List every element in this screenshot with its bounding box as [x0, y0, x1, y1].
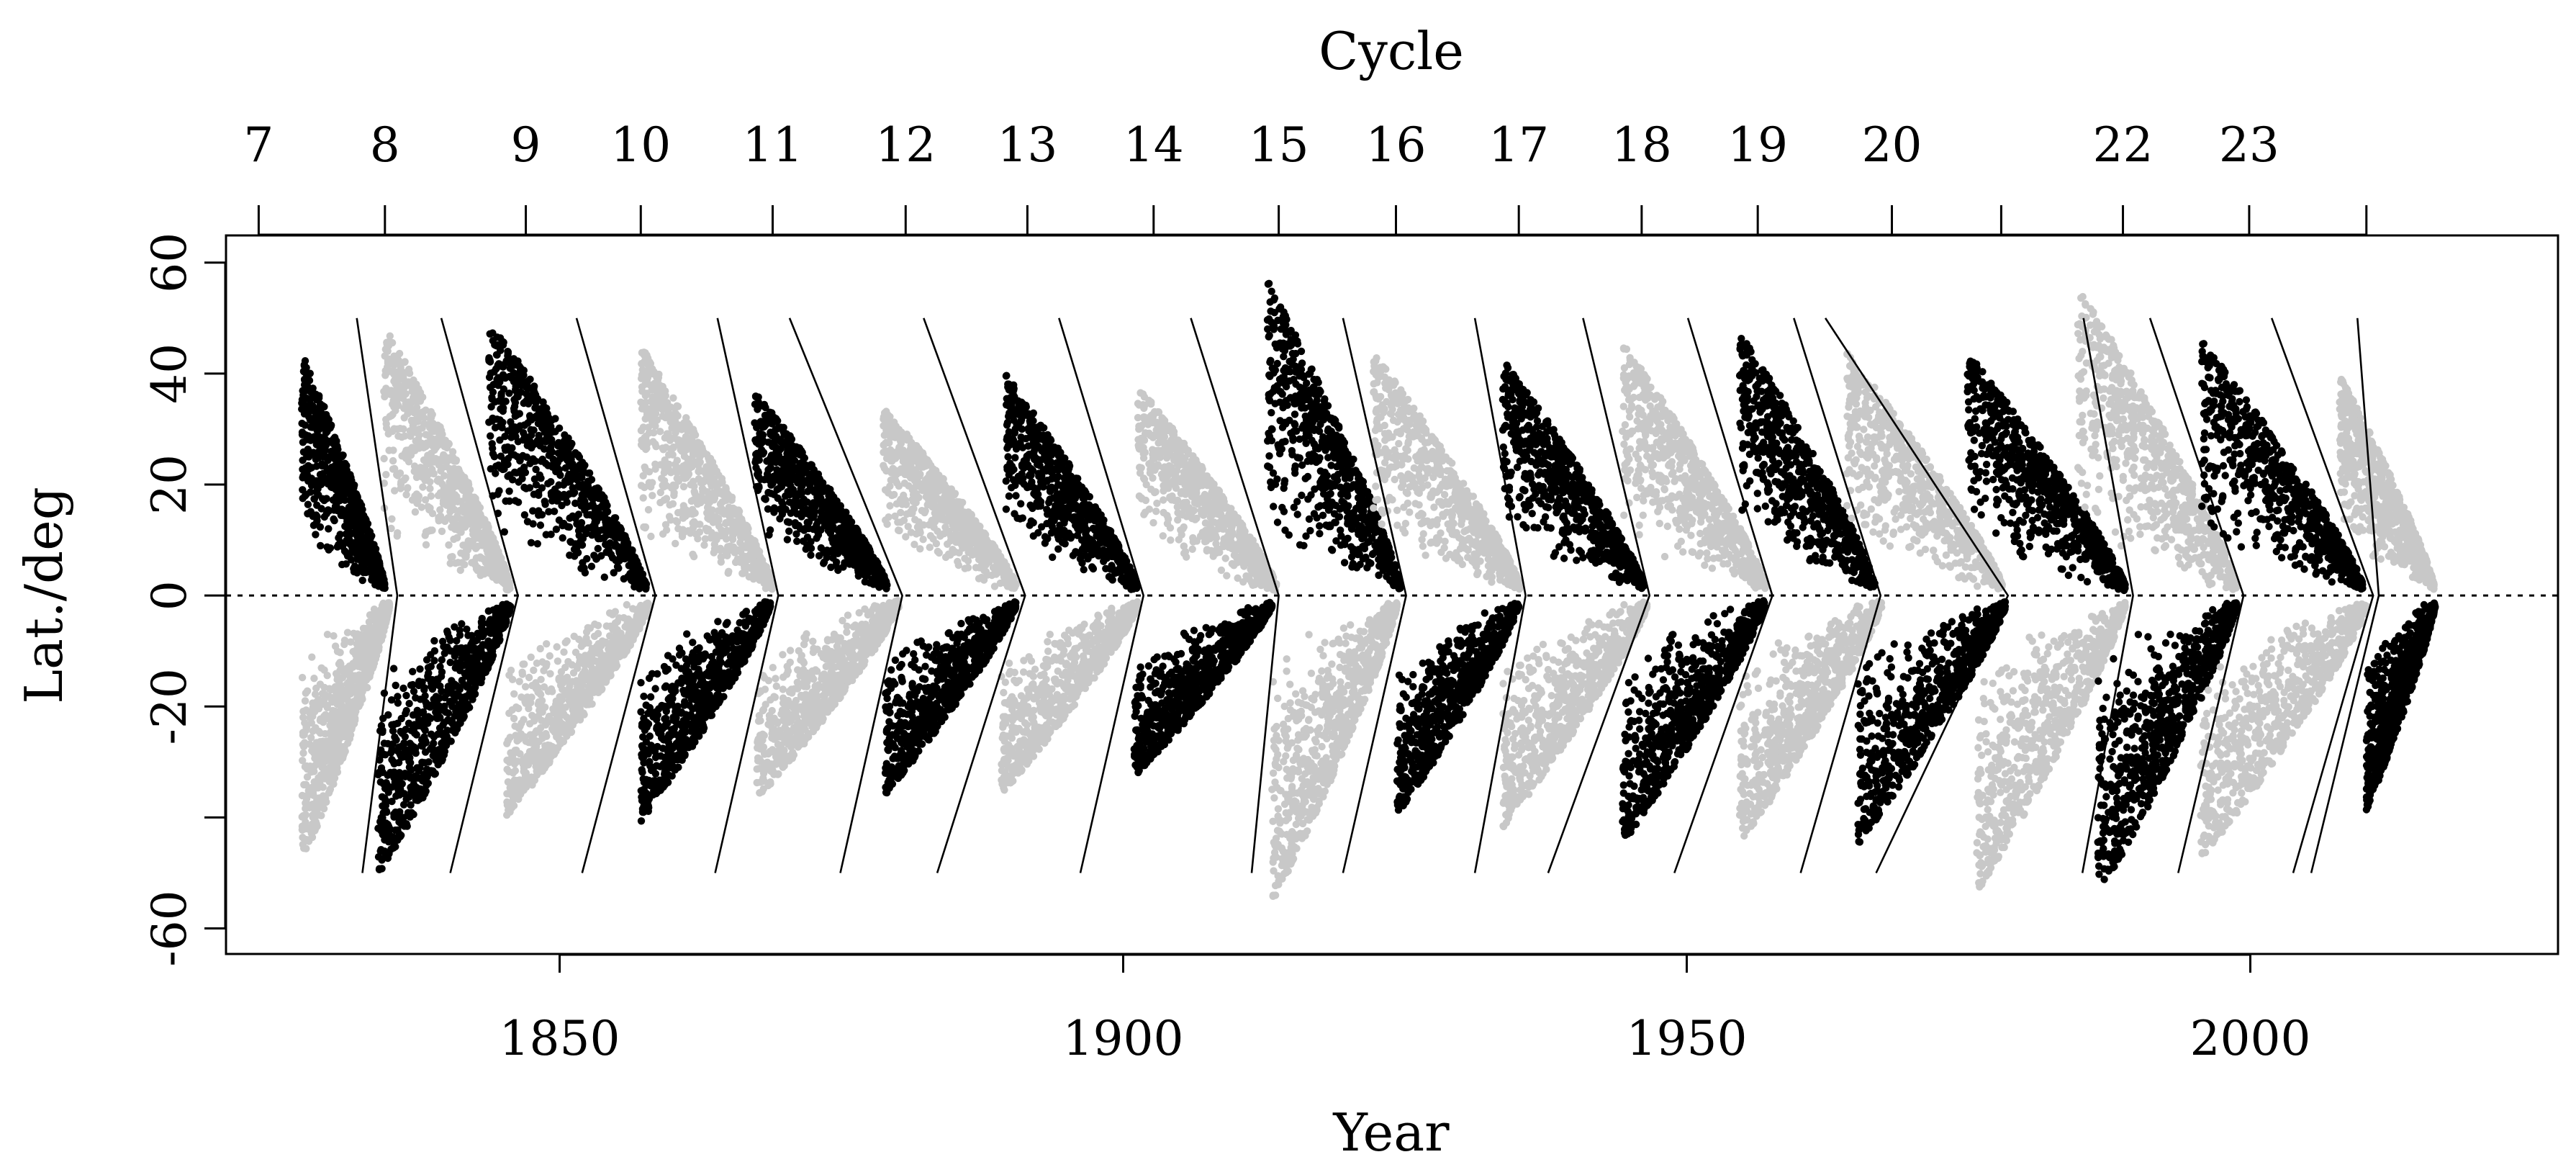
cluster-black-south-27	[1393, 600, 1523, 814]
cluster-grey-north-1	[380, 332, 514, 594]
cluster-grey-north-7	[1134, 389, 1280, 595]
cluster-black-north-0	[298, 357, 389, 593]
x-tick-label: 2000	[2190, 1011, 2311, 1066]
cluster-grey-north-17	[2336, 375, 2438, 593]
cycle-tick-label: 10	[610, 117, 671, 173]
y-tick-label: 60	[142, 233, 197, 293]
cluster-grey-south-34	[2197, 600, 2371, 857]
y-axis-title: Lat./deg	[14, 487, 74, 704]
cycle-axis: 7 8 9 10 11 12 13 14 15 16 17 18 19 20 22 23	[243, 117, 2368, 236]
cluster-black-north-16	[2198, 340, 2367, 593]
cycle-boundary-0	[356, 318, 399, 873]
cluster-grey-south-26	[1268, 599, 1401, 901]
cluster-grey-south-24	[998, 598, 1142, 794]
cycle-boundary-4	[788, 318, 903, 873]
x-tick-label: 1850	[500, 1011, 620, 1066]
cycle-boundary-16	[2270, 318, 2374, 873]
cycle-tick-label: 16	[1365, 117, 1426, 173]
cycle-tick-label: 15	[1249, 117, 1309, 173]
cycle-tick-label: 9	[511, 117, 541, 173]
cycle-tick-label: 22	[2093, 117, 2154, 173]
cycle-boundary-6	[1058, 318, 1145, 873]
cycle-boundary-8	[1342, 318, 1407, 873]
cluster-black-north-4	[751, 392, 891, 593]
cluster-grey-north-13	[1843, 350, 2006, 593]
cycle-tick-label: 18	[1612, 117, 1672, 173]
cluster-grey-north-9	[1370, 354, 1524, 593]
cluster-grey-north-3	[637, 348, 777, 593]
y-tick-label: 20	[142, 454, 197, 515]
latitude-axis: -60 -20 0 20 40 60	[142, 233, 227, 967]
cycle-boundary-10	[1547, 318, 1651, 873]
cluster-black-south-33	[2094, 599, 2241, 883]
cycle-tick-label: 8	[370, 117, 400, 173]
y-tick-label: -60	[142, 890, 197, 966]
cycle-boundary-12	[1793, 318, 1882, 873]
cluster-black-south-25	[1130, 598, 1276, 777]
cycle-tick-label: 19	[1727, 117, 1788, 173]
y-tick-label: -20	[142, 668, 197, 744]
cycle-boundary-13	[1825, 318, 2010, 874]
cycle-tick-label: 14	[1124, 117, 1184, 173]
x-tick-label: 1950	[1627, 1011, 1748, 1066]
cycle-tick-label: 7	[243, 117, 274, 173]
cluster-grey-south-22	[753, 597, 903, 797]
cluster-black-north-14	[1963, 357, 2129, 595]
cluster-black-north-10	[1499, 361, 1648, 593]
cycle-boundary-17	[2310, 318, 2380, 873]
x-axis-title: Year	[1332, 1102, 1450, 1163]
y-tick-label: 40	[142, 343, 197, 404]
y-tick-label: 0	[142, 580, 197, 611]
cycle-boundary-9	[1473, 318, 1527, 873]
sunspot-latitude-points	[298, 279, 2439, 901]
year-axis: 1850 1900 1950 2000	[500, 953, 2311, 1066]
cluster-grey-south-20	[503, 599, 654, 819]
cluster-grey-south-18	[298, 599, 394, 852]
cycle-tick-label: 20	[1862, 117, 1922, 173]
cluster-grey-south-28	[1499, 598, 1651, 831]
cycle-tick-label: 17	[1488, 117, 1549, 173]
cluster-black-south-21	[637, 598, 774, 825]
cluster-black-north-8	[1263, 279, 1404, 593]
cluster-grey-north-5	[880, 408, 1020, 593]
cluster-black-north-6	[1002, 372, 1141, 593]
cluster-grey-north-11	[1619, 344, 1770, 593]
cluster-grey-north-15	[2074, 292, 2241, 593]
cluster-grey-south-30	[1735, 598, 1886, 840]
cycle-tick-label: 23	[2219, 117, 2279, 173]
cluster-grey-south-32	[1973, 598, 2129, 891]
cluster-black-south-29	[1619, 597, 1768, 839]
cluster-black-north-12	[1735, 335, 1879, 591]
cluster-black-north-2	[485, 329, 651, 593]
cycle-tick-label: 11	[743, 117, 803, 173]
cycle-tick-label: 13	[997, 117, 1057, 173]
cycle-tick-label: 12	[875, 117, 936, 173]
top-axis-title: Cycle	[1319, 21, 1464, 81]
cycle-boundary-14	[2081, 318, 2134, 873]
cluster-black-south-23	[881, 598, 1020, 797]
cycle-boundary-3	[714, 318, 779, 873]
x-tick-label: 1900	[1063, 1011, 1184, 1066]
cluster-black-south-19	[374, 600, 515, 874]
cluster-black-south-35	[2362, 599, 2439, 814]
